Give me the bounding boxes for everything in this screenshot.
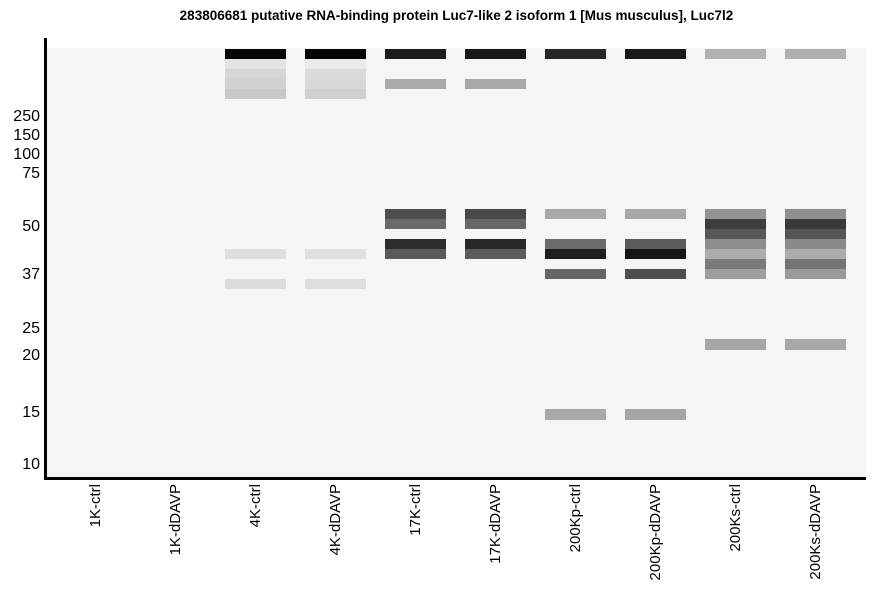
gel-band-4K-ctrl-5 xyxy=(225,249,286,259)
gel-band-4K-dDAVP-1 xyxy=(305,59,366,69)
lane-label-1K-ctrl: 1K-ctrl xyxy=(86,484,104,528)
gel-band-17K-ctrl-4 xyxy=(385,239,446,249)
lane-label-1K-dDAVP: 1K-dDAVP xyxy=(166,484,184,556)
y-tick-label-37: 37 xyxy=(22,266,40,283)
gel-band-200Ks-ctrl-6 xyxy=(705,259,766,269)
y-tick-label-250: 250 xyxy=(13,108,40,125)
gel-band-200Ks-dDAVP-8 xyxy=(785,339,846,350)
lane-label-4K-ctrl: 4K-ctrl xyxy=(246,484,264,528)
gel-band-200Kp-dDAVP-0 xyxy=(625,49,686,59)
y-tick-label-10: 10 xyxy=(22,456,40,473)
gel-band-4K-ctrl-6 xyxy=(225,279,286,289)
gel-band-4K-ctrl-2 xyxy=(225,69,286,79)
y-tick-label-20: 20 xyxy=(22,347,40,364)
gel-band-200Ks-ctrl-3 xyxy=(705,229,766,239)
y-axis-line xyxy=(44,38,47,480)
gel-band-200Ks-ctrl-0 xyxy=(705,49,766,59)
lane-label-17K-dDAVP: 17K-dDAVP xyxy=(486,484,504,564)
gel-band-4K-dDAVP-2 xyxy=(305,69,366,79)
gel-band-17K-ctrl-1 xyxy=(385,79,446,89)
y-tick-label-100: 100 xyxy=(13,146,40,163)
gel-band-200Ks-dDAVP-0 xyxy=(785,49,846,59)
gel-band-200Ks-ctrl-4 xyxy=(705,239,766,249)
gel-band-17K-dDAVP-3 xyxy=(465,219,526,229)
y-tick-label-75: 75 xyxy=(22,165,40,182)
lane-label-4K-dDAVP: 4K-dDAVP xyxy=(326,484,344,556)
gel-band-17K-ctrl-3 xyxy=(385,219,446,229)
gel-band-17K-dDAVP-4 xyxy=(465,239,526,249)
gel-band-200Kp-ctrl-3 xyxy=(545,249,606,259)
gel-band-200Kp-dDAVP-4 xyxy=(625,269,686,279)
lane-label-200Kp-ctrl: 200Kp-ctrl xyxy=(566,484,584,553)
gel-band-200Kp-dDAVP-3 xyxy=(625,249,686,259)
gel-band-200Ks-dDAVP-7 xyxy=(785,269,846,279)
gel-band-4K-ctrl-1 xyxy=(225,59,286,69)
gel-band-17K-dDAVP-0 xyxy=(465,49,526,59)
gel-band-4K-dDAVP-6 xyxy=(305,279,366,289)
gel-band-200Kp-dDAVP-2 xyxy=(625,239,686,249)
lane-label-17K-ctrl: 17K-ctrl xyxy=(406,484,424,536)
x-axis-line xyxy=(44,477,866,480)
gel-band-17K-dDAVP-2 xyxy=(465,209,526,219)
gel-band-4K-ctrl-0 xyxy=(225,49,286,59)
gel-band-4K-dDAVP-4 xyxy=(305,89,366,99)
gel-band-200Kp-ctrl-5 xyxy=(545,409,606,420)
gel-band-4K-dDAVP-0 xyxy=(305,49,366,59)
gel-band-200Ks-dDAVP-4 xyxy=(785,239,846,249)
lane-label-200Ks-dDAVP: 200Ks-dDAVP xyxy=(806,484,824,580)
gel-band-200Kp-ctrl-2 xyxy=(545,239,606,249)
gel-band-200Ks-ctrl-5 xyxy=(705,249,766,259)
gel-band-200Ks-dDAVP-6 xyxy=(785,259,846,269)
y-tick-label-25: 25 xyxy=(22,320,40,337)
gel-band-17K-ctrl-5 xyxy=(385,249,446,259)
y-tick-label-150: 150 xyxy=(13,127,40,144)
gel-band-200Ks-ctrl-7 xyxy=(705,269,766,279)
gel-band-17K-dDAVP-1 xyxy=(465,79,526,89)
gel-band-200Kp-dDAVP-1 xyxy=(625,209,686,219)
gel-band-200Kp-ctrl-0 xyxy=(545,49,606,59)
gel-band-4K-ctrl-3 xyxy=(225,79,286,89)
gel-band-4K-ctrl-4 xyxy=(225,89,286,99)
gel-band-17K-ctrl-2 xyxy=(385,209,446,219)
gel-band-200Ks-dDAVP-3 xyxy=(785,229,846,239)
y-tick-label-15: 15 xyxy=(22,404,40,421)
lane-label-200Kp-dDAVP: 200Kp-dDAVP xyxy=(646,484,664,581)
gel-band-200Ks-dDAVP-5 xyxy=(785,249,846,259)
gel-band-200Ks-ctrl-8 xyxy=(705,339,766,350)
gel-band-200Kp-ctrl-1 xyxy=(545,209,606,219)
lane-label-200Ks-ctrl: 200Ks-ctrl xyxy=(726,484,744,552)
gel-band-4K-dDAVP-3 xyxy=(305,79,366,89)
gel-band-200Ks-ctrl-2 xyxy=(705,219,766,229)
y-tick-label-50: 50 xyxy=(22,218,40,235)
gel-band-200Ks-dDAVP-1 xyxy=(785,209,846,219)
gel-band-200Ks-dDAVP-2 xyxy=(785,219,846,229)
gel-band-200Kp-dDAVP-5 xyxy=(625,409,686,420)
gel-band-200Ks-ctrl-1 xyxy=(705,209,766,219)
figure-title: 283806681 putative RNA-binding protein L… xyxy=(179,8,734,23)
gel-band-4K-dDAVP-5 xyxy=(305,249,366,259)
gel-band-17K-ctrl-0 xyxy=(385,49,446,59)
gel-band-200Kp-ctrl-4 xyxy=(545,269,606,279)
gel-band-17K-dDAVP-5 xyxy=(465,249,526,259)
